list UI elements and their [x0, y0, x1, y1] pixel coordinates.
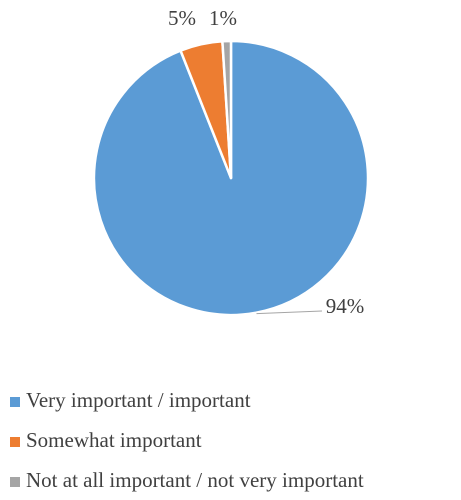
data-label-1: 1% [209, 6, 237, 30]
legend-label: Not at all important / not very importan… [26, 467, 364, 492]
legend-label: Somewhat important [26, 427, 202, 452]
data-label-5: 5% [168, 6, 196, 30]
legend-item-not-important: Not at all important / not very importan… [10, 460, 364, 500]
legend-swatch-blue [10, 396, 20, 407]
pie-plot-area: 94% 5% 1% [92, 6, 370, 318]
legend-swatch-gray [10, 476, 20, 487]
leader-line [256, 310, 323, 315]
legend-label: Very important / important [26, 387, 251, 412]
legend-item-somewhat-important: Somewhat important [10, 420, 364, 460]
legend-swatch-orange [10, 436, 20, 447]
legend-item-very-important: Very important / important [10, 380, 364, 420]
slice-not-important [221, 39, 233, 180]
legend: Very important / important Somewhat impo… [10, 380, 364, 500]
data-label-94: 94% [326, 294, 365, 318]
